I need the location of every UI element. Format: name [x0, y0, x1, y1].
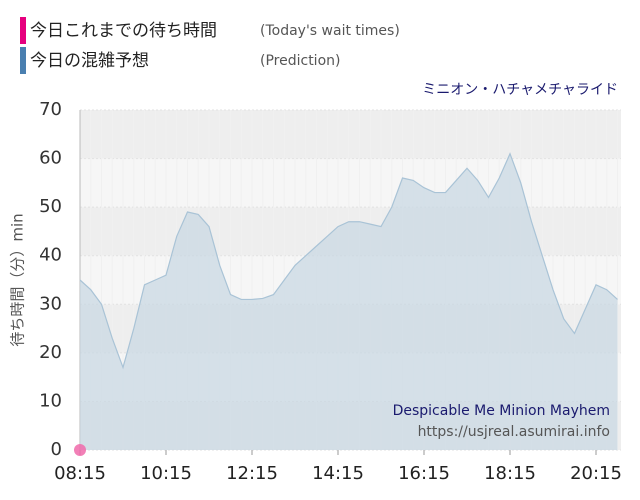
- annotation: https://usjreal.asumirai.info: [418, 424, 610, 440]
- legend-swatch: [20, 17, 26, 44]
- y-axis-label: 待ち時間（分）min: [9, 213, 27, 346]
- y-tick-label: 40: [39, 245, 62, 266]
- band: [80, 110, 621, 159]
- y-tick-label: 70: [39, 99, 62, 120]
- plot: 0 10 20 30 40 50 60 70 08:15 10:15 12:15 14:15 16:15…: [39, 99, 622, 484]
- x-tick-label: 16:15: [398, 463, 450, 484]
- legend-swatch: [20, 47, 26, 74]
- chart-subtitle: ミニオン・ハチャメチャライド: [422, 82, 618, 98]
- band: [80, 158, 621, 208]
- legend-note: (Today's wait times): [260, 23, 400, 39]
- point: [74, 444, 86, 456]
- legend-note: (Prediction): [260, 53, 340, 69]
- area-fill: [80, 153, 618, 450]
- y-tick-label: 60: [39, 148, 62, 169]
- annotation: Despicable Me Minion Mayhem: [393, 403, 610, 419]
- line: [79, 152, 618, 370]
- x-tick-label: 10:15: [140, 463, 192, 484]
- y-tick-label: 20: [39, 342, 62, 363]
- x-tick-label: 08:15: [54, 463, 106, 484]
- y-tick-label: 0: [51, 439, 62, 460]
- y-tick-label: 30: [39, 293, 62, 314]
- x-tick-label: 20:15: [570, 463, 622, 484]
- y-tick-label: 50: [39, 196, 62, 217]
- legend-label: 今日これまでの待ち時間: [30, 21, 217, 41]
- x-tick-label: 14:15: [312, 463, 364, 484]
- y-tick-label: 10: [39, 390, 62, 411]
- legend-label: 今日の混雑予想: [30, 51, 149, 71]
- x-tick-label: 18:15: [484, 463, 536, 484]
- x-tick-label: 12:15: [226, 463, 278, 484]
